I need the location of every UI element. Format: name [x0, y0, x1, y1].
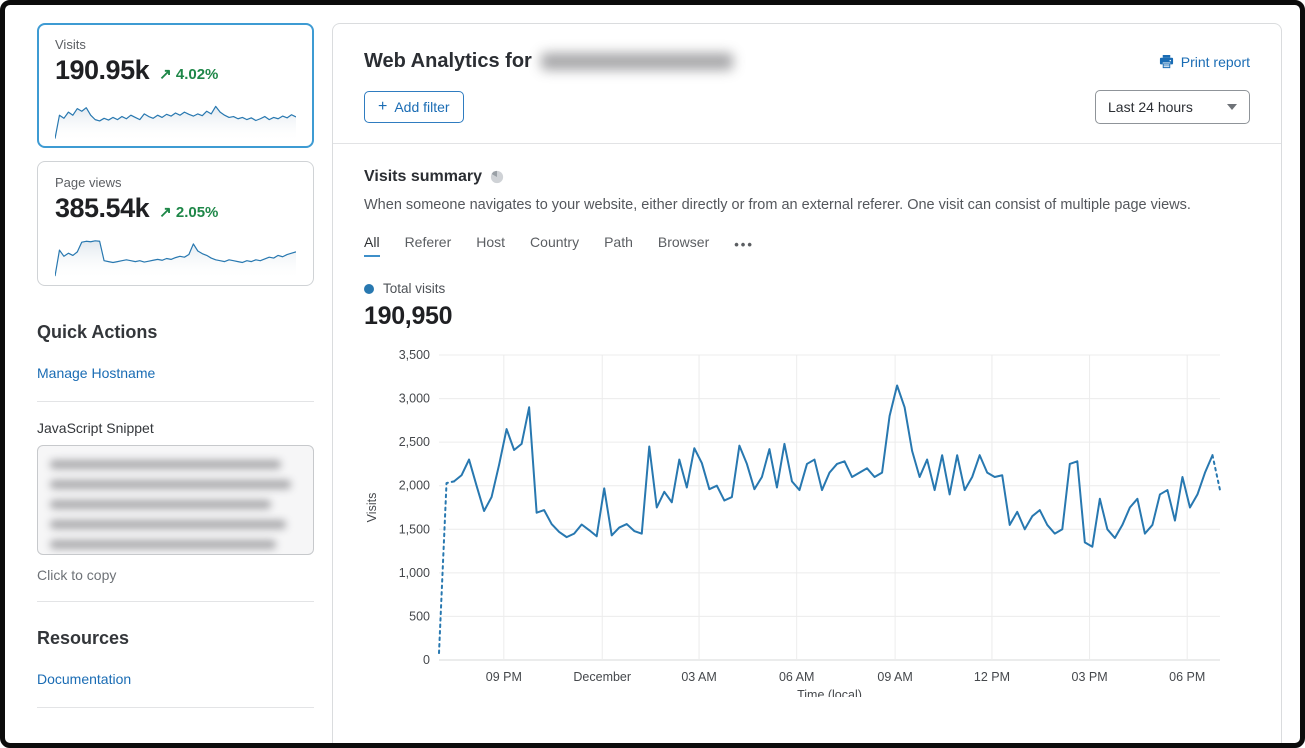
add-filter-label: Add filter — [394, 99, 450, 115]
tab-country[interactable]: Country — [530, 234, 580, 250]
time-range-select[interactable]: Last 24 hours — [1095, 90, 1250, 124]
svg-text:3,500: 3,500 — [399, 348, 430, 362]
main-panel: Web Analytics for Print report + Add fil… — [332, 23, 1282, 743]
stat-delta: 4.02% — [175, 66, 219, 83]
chevron-down-icon — [1227, 104, 1237, 110]
visits-summary-heading: Visits summary — [364, 168, 482, 185]
redacted-code-line — [50, 500, 271, 509]
time-range-value: Last 24 hours — [1108, 99, 1193, 115]
resources-heading: Resources — [37, 628, 130, 648]
total-visits-value: 190,950 — [364, 302, 453, 330]
visits-summary-section: Visits summary When someone navigates to… — [333, 144, 1281, 702]
visits-sparkline-chart — [55, 92, 296, 142]
tab-host[interactable]: Host — [476, 234, 506, 250]
tab-path[interactable]: Path — [604, 234, 633, 250]
redacted-domain-name — [540, 53, 733, 70]
redacted-code-line — [50, 520, 286, 529]
click-to-copy-hint: Click to copy — [37, 567, 117, 583]
trend-up-arrow-icon: ↗ — [159, 66, 172, 83]
trend-up-arrow-icon: ↗ — [159, 204, 172, 221]
stat-value: 190.95k — [55, 55, 150, 85]
sidebar: Visits 190.95k ↗ 4.02% Page views 385.54… — [37, 23, 314, 708]
plus-icon: + — [378, 98, 388, 115]
svg-text:2,000: 2,000 — [399, 479, 430, 493]
quick-actions-heading: Quick Actions — [37, 322, 158, 342]
page-title: Web Analytics for — [364, 50, 733, 73]
print-report-link[interactable]: Print report — [1159, 54, 1250, 70]
divider — [37, 601, 314, 602]
stat-label: Page views — [55, 175, 122, 190]
main-header: Web Analytics for Print report + Add fil… — [333, 24, 1281, 144]
stat-value-row: 385.54k ↗ 2.05% — [55, 193, 296, 224]
svg-text:1,500: 1,500 — [399, 522, 430, 536]
svg-text:500: 500 — [409, 609, 430, 623]
visits-summary-description: When someone navigates to your website, … — [364, 197, 1191, 213]
print-report-label: Print report — [1180, 53, 1250, 70]
javascript-snippet-label: JavaScript Snippet — [37, 420, 154, 436]
redacted-code-line — [50, 460, 281, 469]
svg-text:1,000: 1,000 — [399, 566, 430, 580]
legend-label: Total visits — [383, 281, 446, 296]
svg-text:03 AM: 03 AM — [681, 670, 716, 684]
chart-legend: Total visits — [364, 281, 1250, 296]
svg-text:09 PM: 09 PM — [486, 670, 522, 684]
svg-text:December: December — [573, 670, 631, 684]
legend-dot-icon — [364, 283, 374, 294]
tab-browser[interactable]: Browser — [657, 234, 710, 250]
svg-text:Time (local): Time (local) — [797, 688, 862, 697]
stat-card-page-views[interactable]: Page views 385.54k ↗ 2.05% — [37, 161, 314, 286]
divider — [37, 707, 314, 708]
visits-over-time-chart[interactable]: 0 500 1,000 1,500 2,000 2,500 3,000 3,500 09 PM D… — [364, 341, 1252, 702]
stat-card-visits[interactable]: Visits 190.95k ↗ 4.02% — [37, 23, 314, 148]
divider — [37, 401, 314, 402]
svg-text:09 AM: 09 AM — [877, 670, 912, 684]
stat-value: 385.54k — [55, 193, 150, 223]
trend-up-indicator: ↗ 4.02% — [159, 65, 218, 83]
svg-text:06 PM: 06 PM — [1169, 670, 1205, 684]
visits-chart-container: 0 500 1,000 1,500 2,000 2,500 3,000 3,500 09 PM D… — [364, 341, 1250, 702]
svg-text:3,000: 3,000 — [399, 392, 430, 406]
redacted-code-line — [50, 540, 276, 549]
page-title-text: Web Analytics for — [364, 50, 532, 72]
redacted-code-line — [50, 480, 291, 489]
pageviews-sparkline-chart — [55, 230, 296, 280]
printer-icon — [1159, 54, 1173, 69]
documentation-link[interactable]: Documentation — [37, 671, 132, 687]
tab-all[interactable]: All — [364, 234, 380, 257]
svg-text:03 PM: 03 PM — [1072, 670, 1108, 684]
svg-text:Visits: Visits — [365, 493, 379, 523]
svg-text:12 PM: 12 PM — [974, 670, 1010, 684]
add-filter-button[interactable]: + Add filter — [364, 91, 464, 123]
trend-up-indicator: ↗ 2.05% — [159, 203, 218, 221]
svg-text:06 AM: 06 AM — [779, 670, 814, 684]
manage-hostname-link[interactable]: Manage Hostname — [37, 365, 156, 381]
summary-tabs: All Referer Host Country Path Browser ••… — [364, 234, 1250, 257]
stat-delta: 2.05% — [175, 204, 219, 221]
stat-value-row: 190.95k ↗ 4.02% — [55, 55, 296, 86]
javascript-snippet-code-box[interactable] — [37, 445, 314, 555]
tab-referer[interactable]: Referer — [404, 234, 452, 250]
more-tabs-ellipsis-icon[interactable]: ••• — [734, 237, 754, 252]
svg-text:2,500: 2,500 — [399, 435, 430, 449]
svg-text:0: 0 — [423, 653, 430, 667]
stat-label: Visits — [55, 37, 86, 52]
pie-chart-help-icon[interactable] — [490, 170, 504, 184]
